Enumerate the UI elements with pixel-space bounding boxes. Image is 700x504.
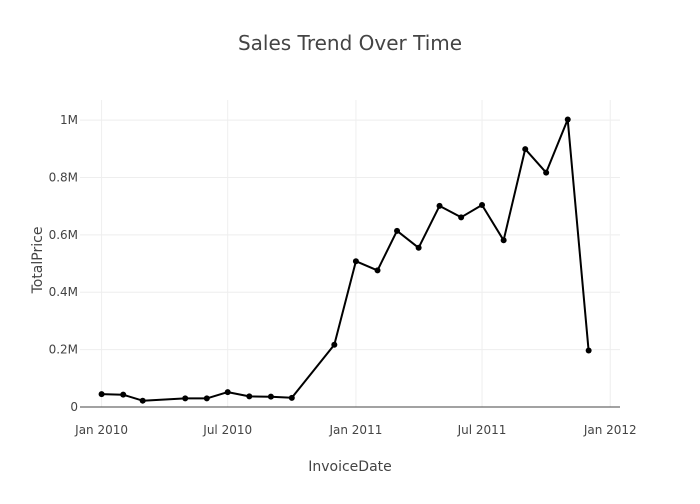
series-layer — [98, 116, 592, 404]
data-point[interactable] — [500, 237, 507, 244]
data-point[interactable] — [246, 393, 253, 400]
data-point[interactable] — [288, 394, 295, 401]
chart-title: Sales Trend Over Time — [238, 31, 462, 55]
y-tick-label: 0.2M — [49, 343, 78, 357]
data-point[interactable] — [352, 258, 359, 265]
data-point[interactable] — [479, 202, 486, 209]
data-point[interactable] — [585, 347, 592, 354]
data-point[interactable] — [120, 391, 127, 398]
data-point[interactable] — [564, 116, 571, 123]
y-tick-label: 1M — [60, 113, 78, 127]
tick-labels: 0 0.2M 0.4M 0.6M 0.8M 1M Jan 2010 Jul 2010 Jan 2… — [49, 113, 637, 437]
y-tick-label: 0.8M — [49, 170, 78, 184]
data-point[interactable] — [522, 146, 529, 153]
x-tick-label: Jan 2010 — [74, 423, 128, 437]
y-tick-label: 0.4M — [49, 285, 78, 299]
data-point[interactable] — [267, 393, 274, 400]
x-tick-label: Jul 2010 — [202, 423, 252, 437]
data-point[interactable] — [331, 341, 338, 348]
gridlines — [80, 100, 620, 407]
data-point[interactable] — [182, 395, 189, 402]
data-point[interactable] — [203, 395, 210, 402]
data-point[interactable] — [224, 389, 231, 396]
series-line — [101, 118, 590, 402]
y-tick-label: 0 — [70, 400, 78, 414]
data-point[interactable] — [543, 169, 550, 176]
x-tick-label: Jan 2012 — [583, 423, 637, 437]
x-tick-label: Jul 2011 — [457, 423, 507, 437]
data-point[interactable] — [139, 397, 146, 404]
data-point[interactable] — [458, 214, 465, 221]
x-axis-title: InvoiceDate — [308, 459, 392, 475]
data-point[interactable] — [415, 244, 422, 251]
x-tick-label: Jan 2011 — [328, 423, 382, 437]
data-point[interactable] — [98, 391, 105, 398]
y-axis-title: TotalPrice — [30, 227, 46, 295]
data-point[interactable] — [374, 267, 381, 274]
y-tick-label: 0.6M — [49, 228, 78, 242]
data-point[interactable] — [436, 202, 443, 209]
data-point[interactable] — [394, 227, 401, 234]
